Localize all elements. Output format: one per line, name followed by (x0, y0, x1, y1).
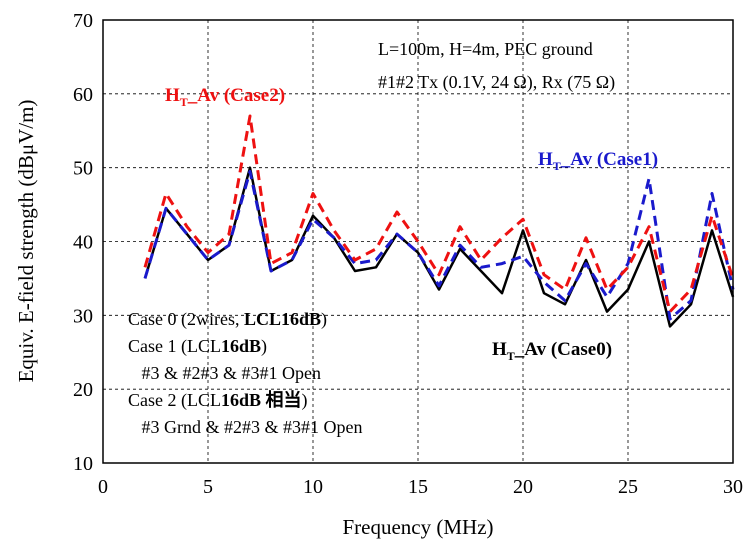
x-tick-label: 5 (203, 476, 213, 498)
x-tick-label: 10 (303, 476, 323, 498)
x-tick-label: 25 (618, 476, 638, 498)
x-tick-label: 15 (408, 476, 428, 498)
case-legend-segment: Case 0 (2wires, (128, 309, 244, 330)
y-tick-label: 30 (73, 305, 93, 327)
y-tick-label: 20 (73, 379, 93, 401)
plot-frame (102, 19, 734, 464)
case-legend-segment: ) (321, 309, 327, 330)
case-legend-segment: ) (302, 390, 308, 411)
x-tick-label: 0 (98, 476, 108, 498)
label-case2: HT_Av (Case2) (165, 85, 285, 109)
case-legend-line: Case 1 (LCL16dB) (128, 336, 267, 357)
case-legend-segment: ) (261, 336, 267, 357)
y-axis-title: Equiv. E-field strength (dBμV/m) (14, 100, 38, 383)
x-axis-title: Frequency (MHz) (342, 515, 493, 539)
series-line-case0 (143, 166, 735, 328)
series-lines (143, 114, 735, 328)
annotation-setup-line2: #1#2 Tx (0.1V, 24 Ω), Rx (75 Ω) (378, 72, 615, 93)
y-tick-label: 70 (73, 10, 93, 32)
case-legend-line: #3 & #2#3 & #3#1 Open (128, 363, 321, 383)
case-legend-segment: Case 1 (LCL (128, 336, 221, 357)
y-tick-label: 60 (73, 84, 93, 106)
tick-labels: 0 5 10 15 20 25 30 10 20 30 40 50 60 70 (73, 10, 743, 498)
case-legend-segment: #3 Grnd & #2#3 & #3#1 Open (128, 417, 362, 437)
case-legend: Case 0 (2wires, LCL16dB)Case 1 (LCL16dB)… (128, 309, 362, 437)
x-tick-label: 30 (723, 476, 743, 498)
series-line-case1 (143, 169, 735, 321)
x-tick-label: 20 (513, 476, 533, 498)
label-case0: HT_Av (Case0) (492, 339, 612, 363)
case-legend-bold-segment: LCL16dB (244, 309, 321, 329)
case-legend-segment: Case 2 (LCL (128, 390, 221, 411)
label-case1: HT_Av (Case1) (538, 149, 658, 173)
series-line-case2 (143, 114, 735, 314)
case-legend-line: Case 0 (2wires, LCL16dB) (128, 309, 327, 330)
annotation-setup-line1: L=100m, H=4m, PEC ground (378, 39, 593, 59)
case-legend-bold-segment: 16dB (221, 336, 261, 356)
case-legend-bold-segment: 16dB 相当 (221, 389, 302, 410)
case-legend-segment: #3 & #2#3 & #3#1 Open (128, 363, 321, 383)
y-tick-label: 50 (73, 158, 93, 180)
case-legend-line: #3 Grnd & #2#3 & #3#1 Open (128, 417, 362, 437)
y-tick-label: 10 (73, 453, 93, 475)
case-legend-line: Case 2 (LCL16dB 相当) (128, 389, 308, 411)
y-tick-label: 40 (73, 232, 93, 254)
